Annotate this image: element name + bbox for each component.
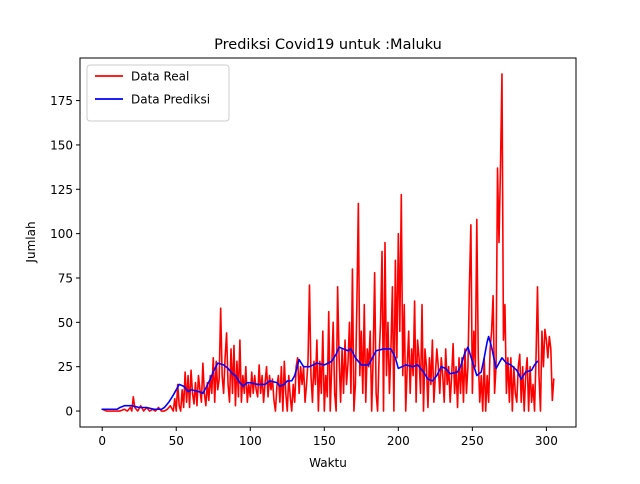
legend-label-1: Data Real [131,70,189,84]
y-tick-label: 175 [50,94,73,108]
x-tick-label: 100 [239,434,262,448]
x-tick-label: 150 [313,434,336,448]
y-tick-label: 0 [65,405,73,419]
x-tick-label: 300 [535,434,558,448]
chart-title: Prediksi Covid19 untuk :Maluku [214,37,442,53]
x-tick-label: 0 [98,434,106,448]
series-layer [101,73,555,412]
x-tick-label: 200 [387,434,410,448]
y-tick-label: 125 [50,183,73,197]
x-tick-label: 50 [169,434,184,448]
legend-label-2: Data Prediksi [131,93,210,107]
y-tick-label: 50 [58,316,73,330]
y-tick-label: 100 [50,227,73,241]
series-line-2 [101,335,539,411]
y-tick-label: 25 [58,360,73,374]
legend: Data Real Data Prediksi [86,64,230,122]
axes-layer: 0 50 100 150 200 250 300 0 25 50 75 100 125 150 175 [50,57,577,448]
y-axis-label: Jumlah [24,221,38,263]
plot-frame [79,57,577,428]
y-tick-label: 75 [58,271,73,285]
x-tick-label: 250 [461,434,484,448]
x-axis-label: Waktu [309,456,347,470]
y-tick-label: 150 [50,138,73,152]
series-line-1 [101,73,555,412]
legend-box [86,64,230,122]
